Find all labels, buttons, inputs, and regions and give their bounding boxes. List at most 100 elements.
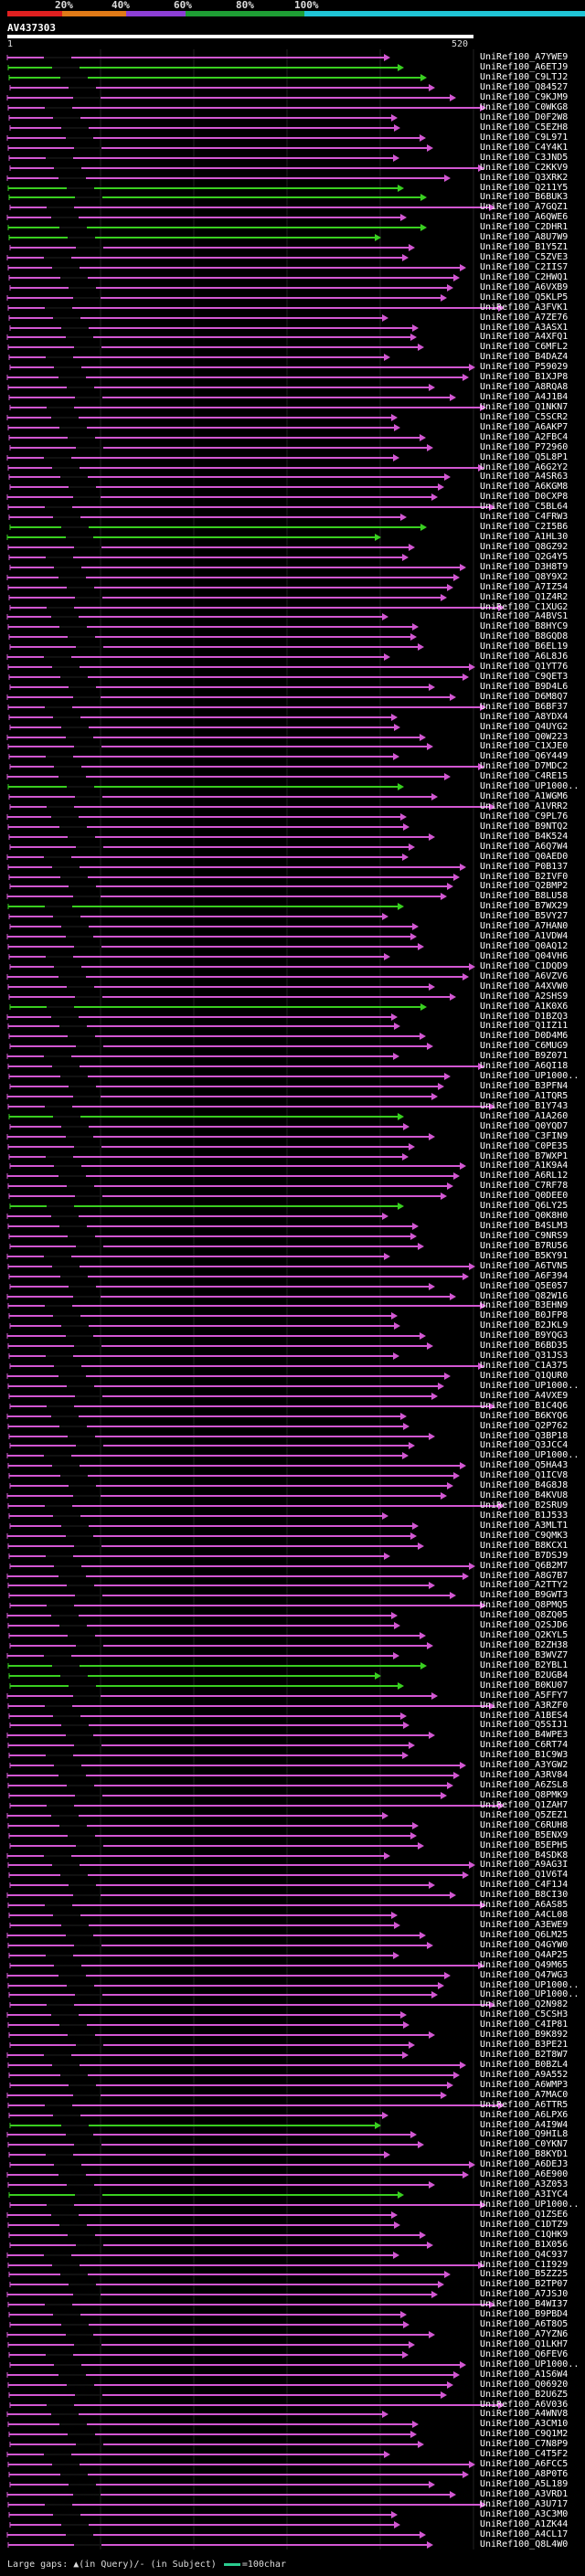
hit-label[interactable]: UniRef100_A6T8O5 [480,2319,569,2329]
hit-label[interactable]: UniRef100_C1DQD9 [480,961,569,971]
hit-label[interactable]: UniRef100_A5FFY7 [480,1691,569,1701]
hit-label[interactable]: UniRef100_B9PBD4 [480,2309,569,2319]
hit-row[interactable] [6,175,451,182]
hit-label[interactable]: UniRef100_C4T5F2 [480,2449,569,2459]
hit-row[interactable] [8,753,399,760]
hit-label[interactable]: UniRef100_Q8PMK9 [480,1790,569,1800]
hit-row[interactable] [6,933,417,940]
hit-row[interactable] [9,324,419,332]
hit-label[interactable]: UniRef100_A4CL08 [480,1910,569,1920]
hit-row[interactable] [9,164,484,172]
hit-label[interactable]: UniRef100_C3FIN9 [480,1131,569,1141]
hit-label[interactable]: UniRef100_C1A375 [480,1361,569,1371]
hit-row[interactable] [7,1742,415,1749]
hit-row[interactable] [7,1782,453,1789]
hit-label[interactable]: UniRef100_Q3JCC4 [480,1440,569,1450]
hit-row[interactable] [8,953,390,960]
hit-row[interactable] [6,2531,426,2539]
hit-row[interactable] [8,1033,426,1040]
hit-label[interactable]: UniRef100_Q0K8H0 [480,1211,569,1221]
hit-label[interactable]: UniRef100_B7WXP1 [480,1151,569,1161]
hit-label[interactable]: UniRef100_A3Z053 [480,2179,569,2189]
hit-row[interactable] [7,464,484,472]
hit-row[interactable] [9,1162,466,1170]
hit-row[interactable] [6,134,426,142]
hit-row[interactable] [9,843,415,851]
hit-row[interactable] [8,1952,399,1959]
hit-row[interactable] [8,514,407,521]
hit-row[interactable] [9,524,427,531]
hit-row[interactable] [7,1502,505,1510]
hit-row[interactable] [6,1293,456,1300]
hit-row[interactable] [6,1413,407,1420]
hit-row[interactable] [8,1233,417,1240]
hit-label[interactable]: UniRef100_Q1NKN7 [480,402,569,412]
hit-label[interactable]: UniRef100_A7ZE76 [480,313,569,323]
hit-row[interactable] [9,1482,453,1489]
hit-label[interactable]: UniRef100_B5EPH5 [480,1840,569,1850]
hit-row[interactable] [9,1283,435,1290]
hit-label[interactable]: UniRef100_D1BZQ3 [480,1012,569,1022]
hit-row[interactable] [6,1812,388,1819]
hit-row[interactable] [9,2521,400,2528]
hit-label[interactable]: UniRef100_B2YBL1 [480,1660,569,1670]
hit-row[interactable] [9,284,453,292]
hit-row[interactable] [8,1672,381,1680]
hit-label[interactable]: UniRef100_A6VXB9 [480,282,569,292]
hit-label[interactable]: UniRef100_A1ZK44 [480,2519,569,2529]
hit-row[interactable] [7,823,410,831]
hit-row[interactable] [9,724,400,731]
hit-row[interactable] [6,214,407,221]
hit-label[interactable]: UniRef100_Q0DEE0 [480,1191,569,1201]
hit-label[interactable]: UniRef100_A4XVW0 [480,981,569,991]
hit-row[interactable] [6,1013,398,1021]
hit-row[interactable] [8,1792,447,1799]
hit-row[interactable] [7,264,466,271]
hit-label[interactable]: UniRef100_B7DSJ9 [480,1551,569,1561]
hit-row[interactable] [7,1302,486,1309]
hit-row[interactable] [8,1752,409,1759]
hit-label[interactable]: UniRef100_Q8L4W0 [480,2539,569,2549]
hit-label[interactable]: UniRef100_A1TQR5 [480,1091,569,1101]
hit-label[interactable]: UniRef100_A7YWE9 [480,52,569,62]
hit-row[interactable] [6,1972,451,1979]
hit-label[interactable]: UniRef100_C5SCR2 [480,412,569,422]
hit-label[interactable]: UniRef100_A3CM10 [480,2419,569,2429]
hit-label[interactable]: UniRef100_Q6LM25 [480,1930,569,1940]
hit-row[interactable] [8,633,417,641]
hit-row[interactable] [6,1772,460,1779]
hit-row[interactable] [9,1403,495,1410]
hit-label[interactable]: UniRef100_Q5L8P1 [480,452,569,462]
hit-row[interactable] [8,74,427,81]
hit-row[interactable] [6,294,447,302]
hit-label[interactable]: UniRef100_Q1ZSE6 [480,2210,569,2220]
hit-label[interactable]: UniRef100_Q2N982 [480,1999,569,2009]
hit-label[interactable]: UniRef100_B3EHN9 [480,1300,569,1310]
hit-label[interactable]: UniRef100_Q31JS3 [480,1351,569,1361]
hit-label[interactable]: UniRef100_C5BL64 [480,502,569,512]
hit-label[interactable]: UniRef100_B9GWT3 [480,1590,569,1600]
hit-row[interactable] [9,1642,433,1649]
hit-row[interactable] [7,783,404,790]
hit-label[interactable]: UniRef100_Q8PMQ5 [480,1600,569,1610]
hit-label[interactable]: UniRef100_Q2G4Y5 [480,552,569,562]
hit-label[interactable]: UniRef100_C6MUG9 [480,1041,569,1051]
hit-row[interactable] [7,2381,453,2389]
hit-label[interactable]: UniRef100_A6ZSL8 [480,1780,569,1790]
hit-label[interactable]: UniRef100_A8U7W9 [480,232,569,242]
hit-label[interactable]: UniRef100_A3VRD1 [480,2489,569,2499]
hit-row[interactable] [8,394,456,401]
hit-row[interactable] [7,2301,495,2308]
hit-label[interactable]: UniRef100_B6BD35 [480,1341,569,1351]
hit-row[interactable] [8,1113,404,1120]
hit-label[interactable]: UniRef100_Q5SIJ1 [480,1720,569,1730]
hit-row[interactable] [9,1682,404,1690]
hit-row[interactable] [8,274,460,281]
hit-row[interactable] [8,1472,460,1479]
hit-row[interactable] [8,2391,447,2399]
hit-label[interactable]: UniRef100_A3C3M0 [480,2509,569,2519]
hit-row[interactable] [9,803,495,811]
hit-label[interactable]: UniRef100_C9Q1M2 [480,2429,569,2439]
hit-row[interactable] [9,1762,466,1769]
hit-label[interactable]: UniRef100_C7N8P9 [480,2439,569,2449]
